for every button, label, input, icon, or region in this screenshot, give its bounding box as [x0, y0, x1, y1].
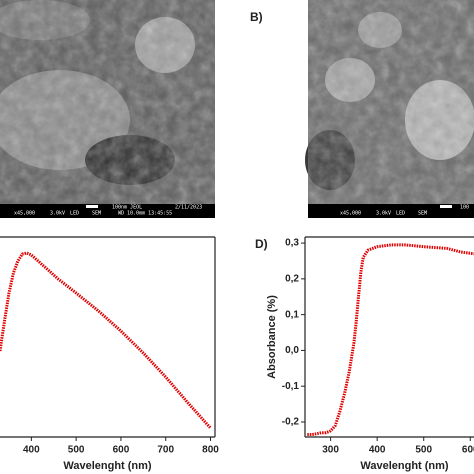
- sem-image-b: 100 x45,000 3.0kV LED SEM: [305, 0, 474, 218]
- x-axis-label: Wavelenght (nm): [63, 460, 152, 472]
- sem-scale: 100: [460, 205, 469, 211]
- x-tick-label: 500: [415, 445, 432, 456]
- x-tick-label: 600: [113, 445, 130, 456]
- sem-mode: SEM: [418, 211, 427, 217]
- panel-label: D): [255, 237, 268, 251]
- sem-detector: LED: [396, 211, 405, 217]
- x-tick-label: 300: [322, 445, 339, 456]
- x-axis-label: Wavelenght (nm): [360, 460, 449, 472]
- sem-kv: 3.0kV: [50, 211, 65, 217]
- y-tick-label: 0,2: [285, 274, 299, 285]
- y-tick-label: -0,2: [282, 417, 300, 428]
- x-tick-label: 800: [202, 445, 219, 456]
- sem-mag: x45,000: [14, 211, 35, 217]
- y-tick-label: -0,1: [282, 381, 300, 392]
- sem-wd: WD 10.0mm 13:45:55: [118, 211, 172, 217]
- sem-mag: x45,000: [340, 211, 361, 217]
- x-tick-label: 600: [462, 445, 474, 456]
- sem-detector: LED: [70, 211, 79, 217]
- y-tick-label: 0,3: [285, 238, 299, 249]
- panel-label: B): [250, 10, 263, 24]
- sem-image-a: 100nm JEOL 2/11/2023 x45,000 3.0kV LED S…: [0, 0, 215, 218]
- x-tick-label: 400: [369, 445, 386, 456]
- y-tick-label: 0,0: [285, 345, 299, 356]
- sem-date: 2/11/2023: [175, 205, 202, 211]
- sem-mode: SEM: [92, 211, 101, 217]
- y-axis-label: Absorbance (%): [266, 295, 278, 379]
- data-line: [307, 243, 474, 436]
- x-tick-label: 700: [157, 445, 174, 456]
- data-line: [0, 251, 212, 430]
- sem-kv: 3.0kV: [376, 211, 391, 217]
- x-tick-label: 400: [23, 445, 40, 456]
- y-tick-label: 0,1: [285, 309, 299, 320]
- x-tick-label: 500: [68, 445, 85, 456]
- sem-scale: 100nm JEOL: [112, 205, 142, 211]
